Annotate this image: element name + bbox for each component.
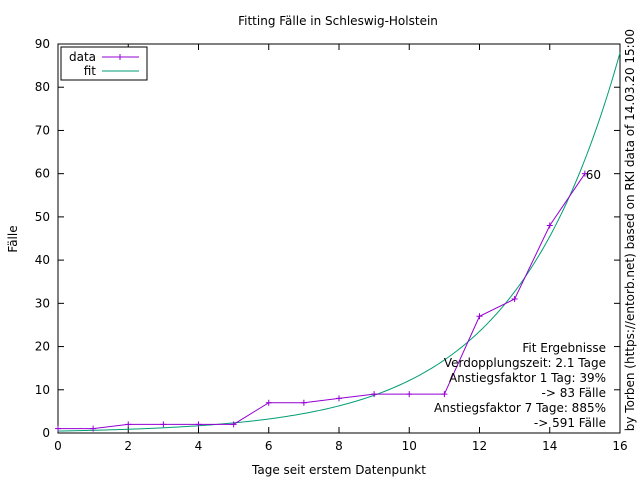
data-point: [55, 425, 61, 432]
data-point: [511, 296, 518, 303]
legend-label-fit: fit: [84, 64, 97, 78]
series-data-line: [58, 173, 586, 430]
data-point: [90, 425, 97, 432]
x-tick-label: 16: [612, 439, 627, 453]
data-point: [265, 399, 272, 406]
fit-results-annotation: Fit Ergebnisse Verdopplungszeit: 2.1 Tag…: [434, 341, 606, 430]
data-point: [406, 391, 413, 398]
y-tick-label: 0: [42, 426, 50, 440]
y-tick-label: 90: [35, 37, 50, 51]
x-tick-label: 10: [402, 439, 417, 453]
data-point: [371, 391, 378, 398]
x-tick-label: 2: [124, 439, 132, 453]
data-layer: [55, 170, 588, 432]
annotation-line-5: Anstiegsfaktor 7 Tage: 885%: [434, 401, 606, 415]
chart-title: Fitting Fälle in Schleswig-Holstein: [238, 14, 438, 28]
data-point: [546, 222, 553, 229]
y-tick-label: 10: [35, 383, 50, 397]
y-axis-title: Fälle: [6, 225, 20, 252]
data-point: [195, 421, 202, 428]
x-axis-title: Tage seit erstem Datenpunkt: [251, 463, 426, 477]
y-tick-label: 40: [35, 253, 50, 267]
legend-marker-data: [117, 54, 123, 60]
x-tick-label: 0: [54, 439, 62, 453]
data-point: [441, 391, 448, 398]
x-tick-label: 4: [195, 439, 203, 453]
y-tick-label: 20: [35, 340, 50, 354]
legend-label-data: data: [69, 50, 96, 64]
legend-box: [60, 46, 148, 81]
attribution-note: by Torben (https://entorb.net) based on …: [623, 29, 637, 431]
annotation-line-4: -> 83 Fälle: [542, 386, 607, 400]
data-point: [300, 399, 307, 406]
axis-ticks: 0 2 4 6 8 10 12 14 16 0 10 20 30 40 50 60 70 80 90: [35, 37, 628, 453]
data-point: [160, 421, 167, 428]
y-tick-label: 50: [35, 210, 50, 224]
y-tick-label: 60: [35, 167, 50, 181]
y-tick-label: 30: [35, 296, 50, 310]
data-point: [125, 421, 132, 428]
annotation-line-2: Verdopplungszeit: 2.1 Tage: [444, 356, 606, 370]
annotation-line-1: Fit Ergebnisse: [522, 341, 606, 355]
x-tick-label: 8: [335, 439, 343, 453]
data-point: [336, 395, 342, 402]
annotation-line-6: -> 591 Fälle: [534, 416, 606, 430]
x-tick-label: 14: [542, 439, 557, 453]
y-tick-label: 80: [35, 80, 50, 94]
data-point: [581, 170, 588, 177]
point-label-60: 60: [586, 168, 601, 182]
x-tick-label: 6: [265, 439, 273, 453]
y-tick-label: 70: [35, 123, 50, 137]
data-point: [476, 313, 483, 320]
x-tick-label: 12: [472, 439, 487, 453]
data-point: [230, 421, 237, 428]
annotation-line-3: Anstiegsfaktor 1 Tag: 39%: [449, 371, 606, 385]
legend: data fit: [60, 46, 148, 81]
